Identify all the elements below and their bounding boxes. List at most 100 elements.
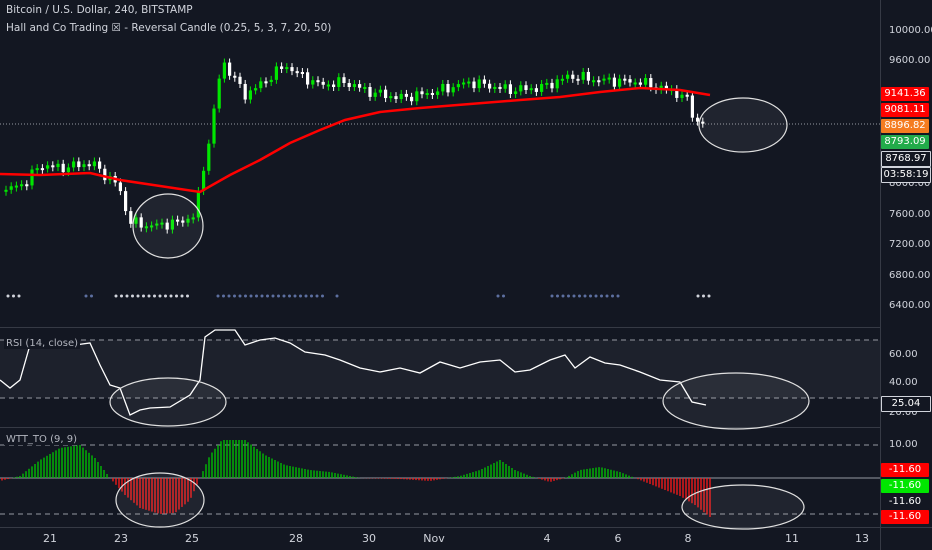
signal-dot (594, 294, 598, 298)
wtt-badge: -11.60 (881, 495, 929, 509)
signal-dot (605, 294, 609, 298)
signal-dot (589, 294, 592, 298)
candle-body (690, 95, 694, 118)
signal-dot (260, 294, 264, 298)
candle-body (82, 164, 86, 168)
candle-body (134, 217, 138, 224)
candle-body (342, 77, 346, 84)
candle-body (378, 89, 382, 93)
candle-body (566, 74, 570, 79)
candle-body (581, 71, 585, 80)
candle-body (384, 89, 388, 99)
candle-body (701, 121, 705, 124)
time-tick: 30 (362, 532, 376, 545)
rsi-band (0, 340, 880, 398)
candle-body (40, 168, 44, 171)
signal-dot (696, 294, 700, 298)
candle-body (602, 78, 606, 81)
candle-body (644, 78, 648, 85)
candle-body (555, 79, 559, 89)
candle-body (503, 84, 507, 89)
annotation-circle (115, 472, 205, 528)
candle-body (191, 217, 195, 220)
candle-body (20, 184, 24, 187)
candle-body (571, 74, 575, 79)
candle-body (441, 83, 445, 92)
candle-body (321, 81, 325, 85)
rsi-line (0, 329, 707, 416)
price-badge-last: 8896.82 (881, 119, 929, 133)
wtt-pane-label[interactable]: WTT_TO (9, 9) (4, 434, 79, 445)
candle-body (524, 85, 528, 91)
rsi-tick: 20.00 (889, 407, 918, 418)
candle-body (337, 77, 341, 88)
time-tick: 8 (684, 532, 692, 545)
signal-dot (164, 294, 167, 298)
candle-body (560, 78, 564, 81)
candle-body (254, 88, 258, 91)
symbol-title[interactable]: Bitcoin / U.S. Dollar, 240, BITSTAMP (6, 4, 193, 16)
signal-dot (153, 294, 156, 298)
time-tick: Nov (423, 532, 445, 545)
candle-body (4, 189, 8, 192)
candle-body (269, 79, 273, 83)
candle-body (150, 225, 154, 228)
signal-dot (147, 294, 151, 298)
signal-dot (266, 294, 269, 298)
moving-average-line (0, 86, 711, 194)
indicator-title[interactable]: Hall and Co Trading ☒ - Reversal Candle … (6, 22, 332, 34)
signal-dot (496, 294, 500, 298)
signal-dot (90, 294, 93, 298)
signal-dot (315, 294, 319, 298)
signal-dot (561, 294, 565, 298)
time-tick: 4 (543, 532, 551, 545)
price-tick: 7600.00 (889, 209, 931, 220)
signal-dot (180, 294, 184, 298)
signal-dot (142, 294, 145, 298)
candle-body (233, 75, 237, 78)
rsi-tick: 60.00 (889, 349, 918, 360)
candle-body (217, 78, 221, 109)
signal-dot (611, 294, 614, 298)
time-tick: 11 (785, 532, 799, 545)
candle-body (56, 163, 60, 168)
candle-body (675, 89, 679, 98)
candle-body (685, 94, 689, 97)
signal-dot (12, 294, 15, 298)
candle-body (316, 80, 320, 83)
candle-body (243, 83, 247, 100)
candle-body (680, 94, 684, 98)
candle-body (612, 77, 616, 87)
candle-body (129, 211, 133, 224)
signal-dot (310, 294, 313, 298)
candle-body (472, 81, 476, 89)
rsi-pane-label[interactable]: RSI (14, close) (4, 338, 81, 349)
candle-body (77, 161, 81, 168)
price-badge-high: 9081.11 (881, 103, 929, 117)
annotation-circle (109, 377, 227, 427)
candle-body (540, 84, 544, 92)
signal-dot (293, 294, 297, 298)
signal-dot (175, 294, 178, 298)
signal-dot (222, 294, 225, 298)
candle-body (144, 226, 148, 229)
signal-dot (158, 294, 162, 298)
candle-body (186, 218, 190, 223)
candle-body (306, 72, 310, 85)
wtt-badge: -11.60 (881, 510, 929, 524)
candle-body (576, 78, 580, 81)
candle-body (124, 191, 128, 212)
signal-dots (6, 294, 711, 298)
candle-body (311, 80, 315, 85)
signal-dot (299, 294, 302, 298)
signal-dot (227, 294, 231, 298)
candle-body (607, 77, 611, 80)
rsi-tick: 40.00 (889, 377, 918, 388)
candle-body (430, 93, 434, 96)
candle-body (363, 86, 367, 89)
candle-body (623, 78, 627, 81)
candle-body (222, 62, 226, 79)
signal-dot (255, 294, 258, 298)
time-tick: 6 (614, 532, 622, 545)
